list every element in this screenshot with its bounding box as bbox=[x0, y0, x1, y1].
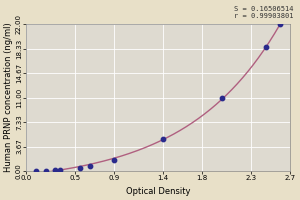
X-axis label: Optical Density: Optical Density bbox=[126, 187, 190, 196]
Point bbox=[34, 170, 38, 173]
Point bbox=[87, 165, 92, 168]
Point bbox=[112, 159, 117, 162]
Point bbox=[77, 167, 82, 170]
Text: S = 0.16506514
r = 0.99903801: S = 0.16506514 r = 0.99903801 bbox=[235, 6, 294, 19]
Point bbox=[219, 96, 224, 99]
Point bbox=[161, 137, 166, 141]
Y-axis label: Human PRNP concentration (ng/ml): Human PRNP concentration (ng/ml) bbox=[4, 23, 13, 172]
Point bbox=[58, 168, 63, 172]
Point bbox=[278, 22, 283, 26]
Point bbox=[263, 46, 268, 49]
Point bbox=[53, 169, 58, 172]
Point bbox=[43, 169, 48, 172]
